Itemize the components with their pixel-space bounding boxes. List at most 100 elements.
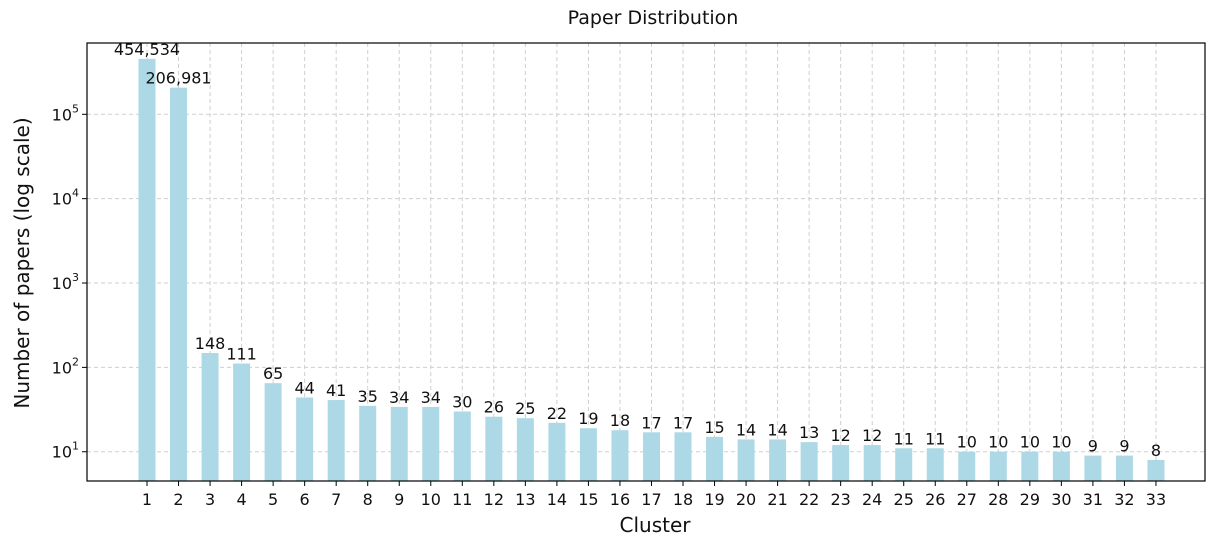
bar-cluster-4 [233,363,251,481]
bar-cluster-11 [453,411,471,481]
x-tick-label: 25 [894,490,914,509]
x-tick-label: 24 [862,490,882,509]
data-label-cluster-19: 15 [704,418,724,437]
axes: 1 2 3 4 5 6 7 8 9 10 11 12 13 14 15 16 17 18 19 20 21 22 23 24 2… [52,42,1206,509]
bar-cluster-9 [390,406,408,481]
bar-cluster-3 [201,353,219,481]
bar-cluster-1 [138,58,156,482]
x-tick-label: 17 [641,490,661,509]
y-tick-label: 101 [52,440,79,462]
x-tick-label: 21 [767,490,787,509]
data-label-cluster-12: 26 [484,398,504,417]
x-tick-label: 12 [484,490,504,509]
data-label-cluster-32: 9 [1119,437,1129,456]
bar-cluster-13 [516,418,534,481]
bar-cluster-26 [926,448,944,481]
y-tick-label: 103 [52,271,79,293]
bar-cluster-14 [548,422,566,481]
bar-cluster-19 [706,436,724,481]
bar-cluster-7 [327,400,345,481]
x-tick-label: 30 [1051,490,1071,509]
data-label-cluster-24: 12 [862,426,882,445]
bars [138,58,1165,482]
x-tick-label: 23 [830,490,850,509]
x-tick-label: 29 [1020,490,1040,509]
bar-cluster-8 [359,405,377,481]
y-tick-label: 102 [52,355,79,377]
bar-cluster-22 [800,442,818,481]
bar-cluster-20 [737,439,755,481]
bar-cluster-27 [958,451,976,481]
data-label-cluster-11: 30 [452,392,472,411]
bar-cluster-24 [863,445,881,481]
x-tick-label: 13 [515,490,535,509]
bar-cluster-12 [485,416,503,481]
data-label-cluster-1: 454,534 [114,40,180,59]
y-tick-label: 105 [52,102,79,124]
data-label-cluster-30: 10 [1051,433,1071,452]
data-label-cluster-2: 206,981 [145,69,211,88]
bar-cluster-29 [1021,451,1039,481]
data-label-cluster-27: 10 [957,433,977,452]
data-label-cluster-21: 14 [767,420,787,439]
x-tick-label: 15 [578,490,598,509]
data-label-cluster-13: 25 [515,399,535,418]
x-tick-label: 14 [547,490,567,509]
data-label-cluster-8: 35 [358,387,378,406]
x-tick-label: 11 [452,490,472,509]
data-label-cluster-4: 111 [226,345,257,364]
data-label-cluster-14: 22 [547,404,567,423]
x-tick-label: 5 [268,490,278,509]
bar-cluster-32 [1115,455,1133,481]
grid [87,43,1205,481]
data-label-cluster-22: 13 [799,423,819,442]
data-label-cluster-33: 8 [1151,441,1161,460]
data-label-cluster-31: 9 [1088,437,1098,456]
x-axis-label: Cluster [620,513,692,537]
bar-cluster-33 [1147,459,1165,481]
y-axis-label: Number of papers (log scale) [10,117,34,408]
data-label-cluster-3: 148 [195,334,226,353]
plot-frame [86,42,1206,482]
bar-cluster-17 [642,432,660,481]
data-label-cluster-17: 17 [641,413,661,432]
data-label-cluster-5: 65 [263,364,283,383]
bar-cluster-30 [1052,451,1070,481]
data-label-cluster-25: 11 [894,429,914,448]
bar-cluster-23 [832,445,850,481]
data-label-cluster-6: 44 [294,378,314,397]
x-tick-label: 8 [363,490,373,509]
x-tick-label: 27 [957,490,977,509]
data-label-cluster-29: 10 [1020,433,1040,452]
data-label-cluster-18: 17 [673,413,693,432]
data-label-cluster-26: 11 [925,429,945,448]
bar-cluster-16 [611,430,629,481]
bar-cluster-21 [769,439,787,481]
bar-cluster-2 [170,87,188,482]
data-label-cluster-9: 34 [389,388,409,407]
data-label-cluster-10: 34 [421,388,441,407]
bar-cluster-15 [579,428,597,481]
x-tick-label: 7 [331,490,341,509]
bar-cluster-25 [895,448,913,481]
data-label-cluster-7: 41 [326,381,346,400]
bar-cluster-10 [422,406,440,481]
x-tick-label: 9 [394,490,404,509]
x-tick-label: 10 [421,490,441,509]
x-tick-label: 31 [1083,490,1103,509]
x-tick-label: 20 [736,490,756,509]
bar-cluster-18 [674,432,692,481]
x-tick-label: 26 [925,490,945,509]
x-tick-label: 18 [673,490,693,509]
x-tick-label: 2 [173,490,183,509]
x-tick-label: 28 [988,490,1008,509]
data-label-cluster-28: 10 [988,433,1008,452]
x-tick-label: 19 [704,490,724,509]
bar-cluster-28 [989,451,1007,481]
y-tick-label: 104 [52,187,79,209]
x-tick-label: 3 [205,490,215,509]
x-tick-label: 33 [1146,490,1166,509]
